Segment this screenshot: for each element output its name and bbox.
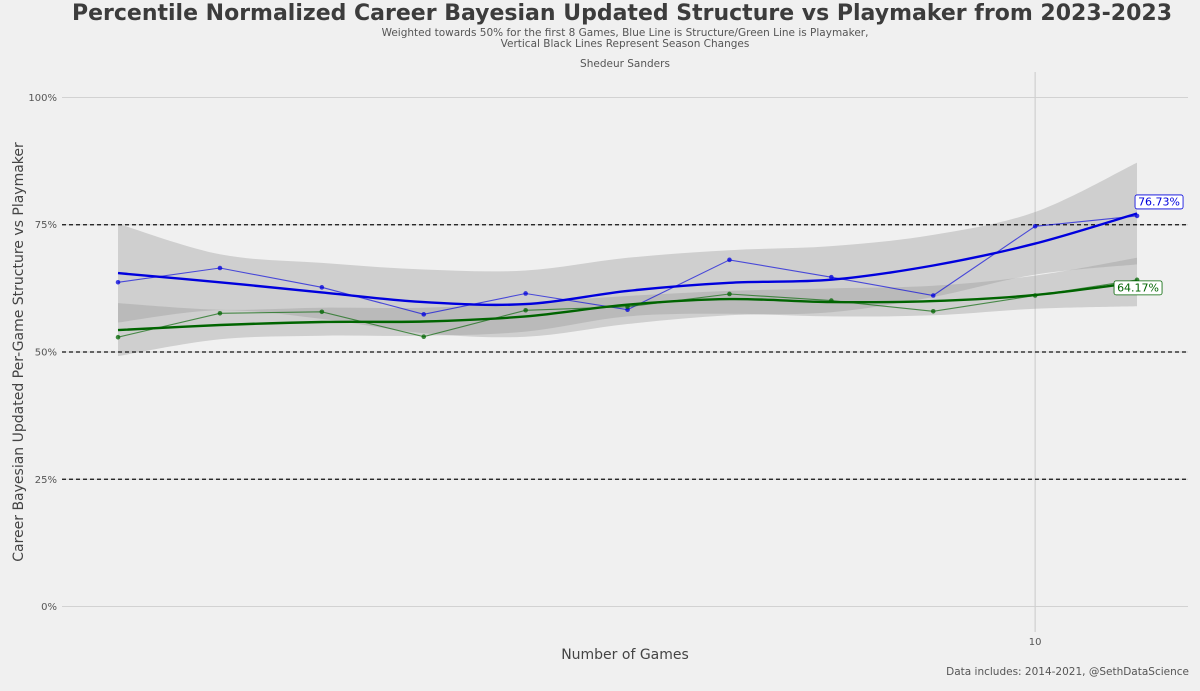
plot-area: 0% 25% 50% 75% 100% 10 76.73% 64.17% <box>28 72 1188 648</box>
end-label-text: 64.17% <box>1117 281 1159 294</box>
data-point-playmaker <box>115 334 121 340</box>
chart-subtitle-line-1: Weighted towards 50% for the first 8 Gam… <box>382 27 869 39</box>
data-point-structure <box>930 293 936 298</box>
y-tick-label: 100% <box>28 93 57 104</box>
confidence-band-structure <box>118 162 1137 338</box>
data-point-playmaker <box>421 334 427 340</box>
data-point-structure <box>523 291 528 296</box>
y-axis-label: Career Bayesian Updated Per-Game Structu… <box>11 142 27 562</box>
caption: Data includes: 2014-2021, @SethDataScien… <box>946 666 1189 678</box>
y-tick-label: 75% <box>35 220 57 231</box>
smooth-line-structure <box>117 212 1138 307</box>
data-point-structure <box>829 274 834 280</box>
end-label-box <box>1134 194 1184 210</box>
data-point-structure <box>319 285 325 290</box>
player-name: Shedeur Sanders <box>580 58 670 70</box>
end-label-structure: 76.73% <box>1134 194 1184 210</box>
data-point-structure <box>115 279 121 285</box>
chart-title: Percentile Normalized Career Bayesian Up… <box>72 1 1172 26</box>
y-tick-label: 25% <box>35 475 57 486</box>
smooth-line-playmaker <box>117 281 1138 332</box>
data-point-structure <box>727 257 732 263</box>
data-point-structure <box>421 312 427 317</box>
end-label-box <box>1113 280 1163 296</box>
data-point-structure <box>217 265 223 271</box>
y-tick-label: 0% <box>41 602 57 613</box>
chart-subtitle-line-2: Vertical Black Lines Represent Season Ch… <box>501 38 750 50</box>
x-axis-label: Number of Games <box>561 647 689 663</box>
data-point-playmaker <box>319 309 325 315</box>
data-point-structure <box>1032 223 1038 229</box>
data-point-playmaker <box>930 308 936 314</box>
x-tick-label: 10 <box>1029 637 1042 648</box>
y-tick-label: 50% <box>35 348 57 359</box>
end-label-text: 76.73% <box>1138 195 1180 208</box>
data-point-playmaker <box>217 311 223 316</box>
end-label-playmaker: 64.17% <box>1113 280 1163 296</box>
data-point-playmaker <box>727 291 732 297</box>
data-point-playmaker <box>523 307 528 313</box>
